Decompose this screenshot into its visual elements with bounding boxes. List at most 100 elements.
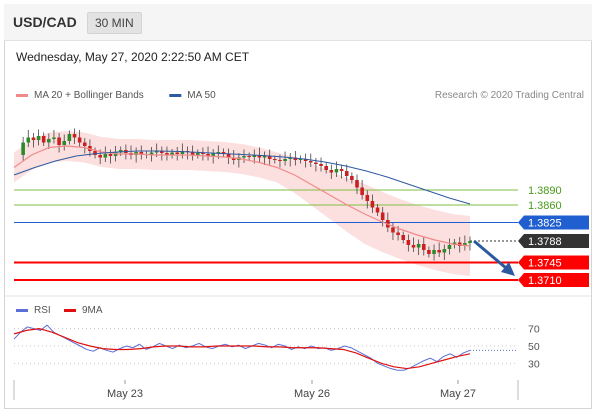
candle-body [160,151,164,153]
legend-label-0: MA 20 + Bollinger Bands [34,90,144,101]
candle-body [216,152,221,154]
level-label-1.3890: 1.3890 [528,185,562,197]
bollinger-band [14,131,470,276]
candle-body [416,244,421,248]
candle-body [344,171,349,176]
candle-body [329,170,334,173]
candle-body [411,245,416,248]
level-label-1.3825: 1.3825 [528,218,562,230]
chart-frame [4,4,592,409]
rsi-tick-30: 30 [528,358,540,370]
candle-body [442,249,447,253]
candle-body [52,137,56,139]
candle-body [180,151,185,154]
level-tag-1.3710: 1.3710 [518,273,589,287]
candle-body [401,235,406,240]
candle-body [437,250,441,253]
rsi-tick-50: 50 [528,341,540,353]
rsi-tick-70: 70 [528,324,540,336]
candle-body [273,159,277,160]
candle-body [427,250,431,254]
candle-body [257,155,262,158]
candle-body [314,162,318,164]
candle-body [139,152,144,154]
candle-body [391,227,395,233]
level-tag-shape [518,234,589,248]
candle-body [206,154,210,156]
candle-body [231,157,236,160]
rsi-series-RSI [13,324,471,371]
candle-body [339,169,344,171]
rsi-series-9MA [13,328,471,370]
candle-body [211,153,215,156]
candle-body [149,152,154,155]
candle-body [252,155,257,157]
candle-body [360,187,364,195]
candle-body [113,152,118,156]
candle-body [421,244,426,250]
candle-body [67,134,72,141]
candle-body [380,212,385,220]
candle-body [170,152,174,155]
level-label-1.3788: 1.3788 [528,236,562,248]
candle-body [175,152,180,154]
candle-body [298,159,303,160]
candle-body [201,153,205,154]
forecast-arrowhead [501,262,515,276]
candle-body [288,157,293,159]
level-label-1.3710: 1.3710 [528,275,562,287]
candle-body [283,159,287,161]
x-axis-label-1: May 26 [294,388,330,400]
candle-body [82,142,87,146]
candle-body [308,161,313,163]
x-axis-label-2: May 27 [440,388,476,400]
candle-body [47,139,51,143]
candle-body [190,152,195,155]
candle-body [396,232,400,235]
candle-body [242,156,246,158]
candle-body [334,169,339,173]
candle-body [195,153,200,155]
timeframe-badge[interactable]: 30 MIN [87,12,142,34]
candle-body [406,240,411,245]
candle-body [319,164,323,166]
legend-label-1: MA 50 [187,90,216,101]
candle-body [247,156,251,157]
candle-body [93,151,97,155]
candle-body [21,142,25,155]
candle-body [447,245,452,249]
level-tag-1.3788: 1.3788 [518,234,589,248]
candle-body [62,141,67,145]
candle-body [468,241,472,243]
candle-body [262,156,267,158]
candle-body [77,137,82,143]
candle-body [221,152,226,154]
candle-body [278,160,282,161]
candle-body [370,201,375,208]
candle-body [103,154,108,158]
candle-body [226,154,231,158]
rsi-legend-swatch [16,309,28,312]
candle-body [26,137,31,143]
candle-body [375,207,380,213]
candle-body [154,151,159,153]
level-tag-shape [518,215,589,230]
candle-body [118,150,123,153]
x-axis-label-0: May 23 [107,388,143,400]
candle-body [293,157,298,160]
candle-body [365,195,370,201]
candle-body [31,137,36,140]
credit-text: Research © 2020 Trading Central [435,90,584,101]
candle-body [350,176,354,180]
candle-body [36,136,41,140]
level-tag-1.3825: 1.3825 [518,215,589,230]
chart-header: USD/CAD 30 MIN [4,4,592,41]
candle-body [267,156,272,159]
candle-body [165,153,169,155]
forecast-arrow [473,239,507,270]
level-label-1.3745: 1.3745 [528,258,562,270]
candle-body [41,136,46,143]
ma20-line [13,145,471,247]
rsi-legend-label-0: RSI [34,305,51,316]
